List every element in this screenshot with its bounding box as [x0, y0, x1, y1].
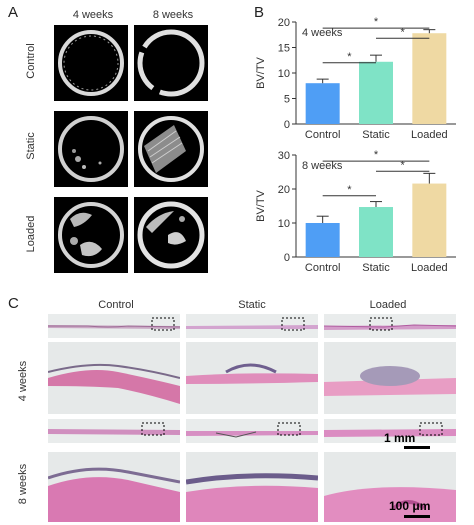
ct-image-loaded-8weeks: [134, 197, 208, 273]
bar-control: [305, 83, 340, 124]
histology-strip-control-8weeks: [48, 419, 180, 443]
bar-chart-8weeks: 0 10 20 30 BV/TV 8 weeks Control Static Loaded * *…: [255, 149, 456, 274]
significance-star: *: [401, 159, 406, 171]
x-tick-label: Loaded: [411, 129, 448, 141]
ct-image-control-4weeks: [54, 25, 128, 101]
histology-strip-loaded-4weeks: [324, 314, 456, 338]
y-tick-label: 0: [284, 252, 290, 264]
y-axis-label: BV/TV: [255, 56, 267, 88]
x-tick-label: Control: [305, 129, 340, 141]
panel-c-label: C: [8, 295, 19, 312]
bar-static: [359, 207, 393, 257]
y-tick-label: 20: [278, 184, 290, 196]
x-tick-label: Control: [305, 262, 340, 274]
panel-a-row-static: Static: [25, 132, 37, 160]
chart-title: 8 weeks: [302, 160, 343, 172]
panel-a-row-control: Control: [25, 43, 37, 79]
panel-c-col-control: Control: [98, 299, 134, 311]
y-tick-label: 10: [278, 218, 290, 230]
histology-strip-control-4weeks: [48, 314, 180, 338]
bar-loaded: [412, 183, 447, 257]
panel-a-row-loaded: Loaded: [25, 215, 37, 253]
ct-image-control-8weeks: [134, 25, 208, 101]
histology-strip-loaded-8weeks: [324, 419, 456, 443]
y-tick-label: 20: [278, 17, 290, 29]
panel-c-col-loaded: Loaded: [369, 299, 407, 311]
bar-control: [305, 223, 340, 257]
significance-star: *: [347, 184, 352, 196]
ct-image-static-4weeks: [54, 111, 128, 187]
chart-title: 4 weeks: [302, 27, 343, 39]
y-tick-label: 10: [278, 68, 290, 80]
histology-strip-static-8weeks: [186, 419, 318, 443]
panel-c-row-8weeks: 8 weeks: [17, 463, 29, 505]
significance-star: *: [374, 149, 379, 161]
histology-detail-control-4weeks: [48, 342, 180, 414]
x-tick-label: Static: [362, 129, 390, 141]
bar-chart-4weeks: 0 5 10 15 20 BV/TV 4 weeks Control Static Loaded *…: [255, 16, 456, 141]
histology-detail-static-8weeks: [186, 452, 318, 522]
significance-star: *: [347, 51, 352, 63]
scale-bar-1mm: [404, 446, 430, 449]
panel-c-col-static: Static: [238, 299, 266, 311]
histology-detail-control-8weeks: [48, 452, 180, 522]
ct-image-loaded-4weeks: [54, 197, 128, 273]
panel-a-col-4weeks: 4 weeks: [72, 9, 114, 21]
bar-loaded: [412, 33, 447, 124]
scale-bar-100um: [404, 515, 430, 518]
histology-detail-loaded-8weeks: [324, 452, 456, 522]
scale-label-1mm: 1 mm: [384, 431, 416, 445]
x-tick-label: Loaded: [411, 262, 448, 274]
y-tick-label: 0: [284, 119, 290, 131]
ct-image-static-8weeks: [134, 111, 208, 187]
y-tick-label: 5: [284, 94, 290, 106]
y-tick-label: 30: [278, 150, 290, 162]
y-axis-label: BV/TV: [255, 189, 267, 221]
panel-a-label: A: [8, 4, 19, 21]
y-tick-label: 15: [278, 43, 290, 55]
histology-detail-loaded-4weeks: [324, 342, 456, 414]
significance-star: *: [401, 26, 406, 38]
histology-detail-static-4weeks: [186, 342, 318, 414]
significance-star: *: [374, 16, 379, 28]
panel-a-col-8weeks: 8 weeks: [152, 9, 194, 21]
histology-strip-static-4weeks: [186, 314, 318, 338]
x-tick-label: Static: [362, 262, 390, 274]
panel-c-row-4weeks: 4 weeks: [17, 360, 29, 402]
panel-b-label: B: [254, 4, 265, 21]
scale-label-100um: 100 μm: [389, 499, 431, 513]
bar-static: [359, 61, 393, 124]
